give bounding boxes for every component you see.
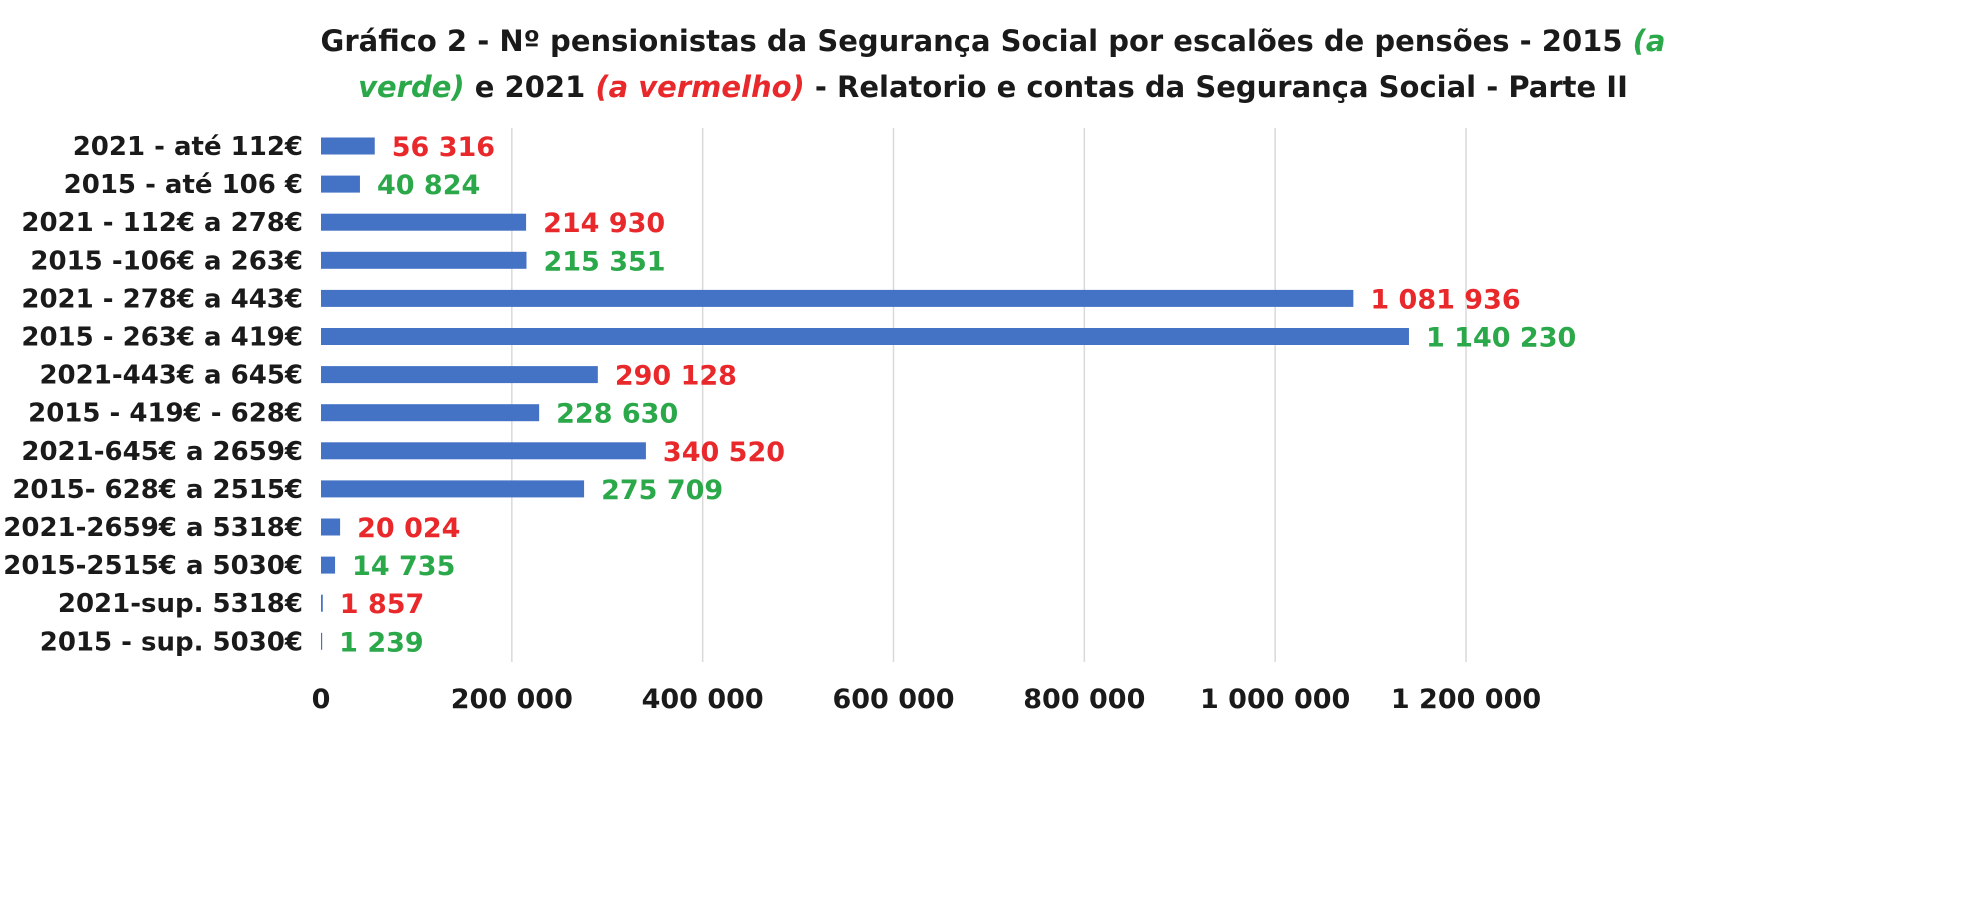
data-label: 1 140 230 [1426, 323, 1576, 354]
chart-title-part: - Relatorio e contas da Segurança Social… [804, 70, 1628, 104]
data-label: 1 081 936 [1370, 284, 1520, 315]
bar [321, 289, 1354, 307]
chart-title-green-part: (a [1632, 24, 1666, 58]
x-tick-label: 800 000 [1023, 684, 1145, 715]
bar [321, 594, 323, 612]
data-label: 228 630 [556, 399, 678, 430]
bar [321, 518, 341, 536]
data-label: 20 024 [357, 513, 460, 544]
category-label: 2021 - até 112€ [73, 132, 303, 162]
x-tick-label: 200 000 [451, 684, 573, 715]
category-label: 2021-2659€ a 5318€ [3, 513, 303, 543]
category-label: 2015 - 419€ - 628€ [28, 399, 303, 429]
x-tick-label: 600 000 [832, 684, 954, 715]
bar [321, 480, 585, 498]
bar [321, 251, 527, 269]
data-label: 40 824 [377, 170, 480, 201]
category-label: 2015-2515€ a 5030€ [3, 551, 303, 581]
bar [321, 328, 1409, 345]
category-label: 2021 - 278€ a 443€ [21, 284, 303, 314]
data-label: 214 930 [543, 208, 665, 239]
category-label: 2021-sup. 5318€ [58, 589, 303, 619]
bar [321, 556, 336, 574]
category-label: 2015 - sup. 5030€ [40, 627, 303, 657]
category-label: 2021-645€ a 2659€ [21, 437, 303, 467]
data-label: 1 239 [339, 627, 424, 658]
chart-title-part: Gráfico 2 - Nº pensionistas da Segurança… [320, 24, 1633, 58]
data-label: 290 128 [615, 361, 737, 392]
chart-title-part: e 2021 [464, 70, 596, 104]
chart-title-green-part: verde) [358, 70, 465, 104]
x-tick-label: 1 200 000 [1391, 684, 1541, 715]
x-tick-label: 1 000 000 [1200, 684, 1350, 715]
bar [321, 442, 646, 460]
category-label: 2021-443€ a 645€ [39, 361, 303, 391]
x-tick-label: 400 000 [642, 684, 764, 715]
x-tick-label: 0 [312, 684, 331, 715]
category-label: 2015 - 263€ a 419€ [21, 323, 303, 353]
data-label: 1 857 [340, 589, 425, 620]
category-label: 2015- 628€ a 2515€ [12, 475, 303, 505]
data-labels: 56 316 40 824 214 930 215 351 1 081 936 1 140… [339, 132, 1576, 658]
bar [321, 175, 360, 193]
bar [321, 213, 527, 231]
data-label: 56 316 [392, 132, 495, 163]
data-label: 215 351 [543, 246, 665, 277]
bar [321, 137, 375, 155]
category-labels: 2021 - até 112€ 2015 - até 106 € 2021 - 11… [3, 132, 303, 657]
x-axis-tick-labels: 0 200 000 400 000 600 000 800 000 1 000 000 1 … [312, 684, 1542, 715]
chart-title-line-1: Gráfico 2 - Nº pensionistas da Segurança… [0, 18, 1986, 64]
data-label: 340 520 [663, 437, 785, 468]
chart-title-line-2: verde) e 2021 (a vermelho) - Relatorio e… [0, 64, 1986, 110]
chart-title: Gráfico 2 - Nº pensionistas da Segurança… [0, 18, 1986, 110]
category-label: 2015 -106€ a 263€ [30, 246, 303, 276]
chart-title-red-part: (a vermelho) [595, 70, 805, 104]
data-label: 14 735 [352, 551, 455, 582]
bar [321, 366, 598, 384]
category-label: 2015 - até 106 € [64, 170, 303, 200]
bar [321, 632, 323, 650]
bars [321, 137, 1409, 650]
bar [321, 404, 540, 422]
category-label: 2021 - 112€ a 278€ [21, 208, 303, 238]
data-label: 275 709 [601, 475, 723, 506]
